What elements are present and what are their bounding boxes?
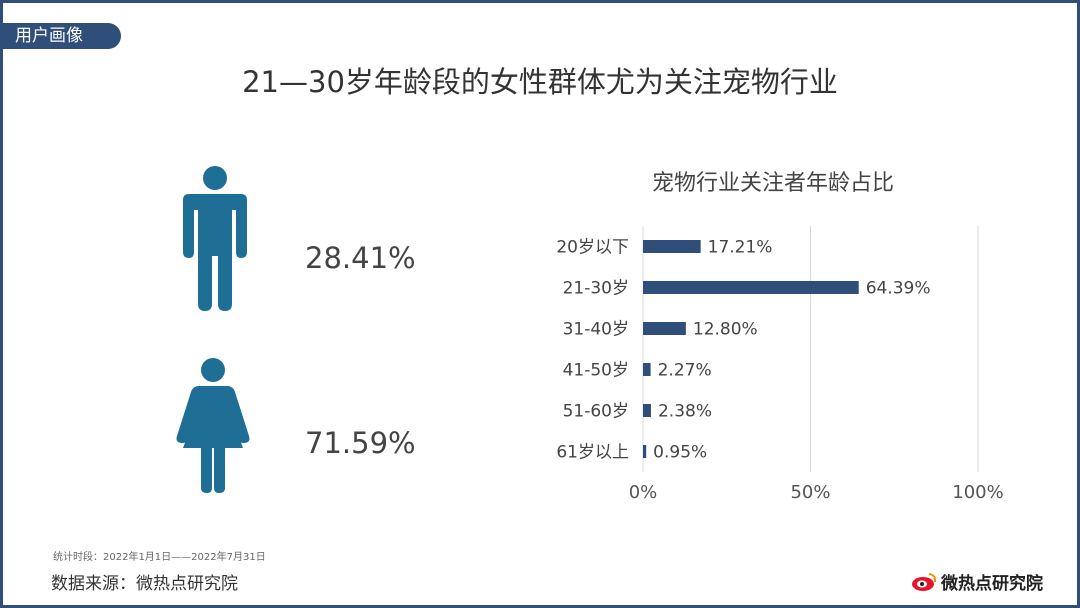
male-percent: 28.41% — [305, 241, 416, 275]
value-label: 17.21% — [708, 238, 773, 258]
category-label: 41-50岁 — [563, 361, 629, 381]
value-label: 64.39% — [866, 279, 931, 299]
value-label: 2.38% — [658, 402, 712, 422]
female-icon — [176, 358, 250, 493]
x-tick-label: 0% — [629, 482, 658, 503]
value-label: 2.27% — [658, 361, 712, 381]
category-label: 51-60岁 — [563, 402, 629, 422]
bar — [643, 322, 686, 335]
weibo-eye-icon — [912, 572, 937, 591]
chart-title: 宠物行业关注者年龄占比 — [651, 171, 894, 196]
page-title: 21—30岁年龄段的女性群体尤为关注宠物行业 — [242, 65, 838, 99]
stat-period: 统计时段：2022年1月1日——2022年7月31日 — [53, 552, 266, 563]
female-percent: 71.59% — [305, 426, 416, 460]
bar — [643, 363, 651, 376]
bar — [643, 240, 701, 253]
age-bar-chart: 0% 50% 100% 20岁以下 17.21% 21-30岁 64.39% 31-40岁 12… — [556, 226, 1004, 503]
bar — [643, 281, 859, 294]
category-label: 31-40岁 — [563, 320, 629, 340]
data-source: 数据来源：微热点研究院 — [51, 574, 238, 594]
category-label: 61岁以上 — [556, 443, 629, 463]
value-label: 12.80% — [693, 320, 758, 340]
male-icon — [183, 166, 247, 311]
bar — [643, 404, 651, 417]
x-tick-label: 100% — [952, 482, 1003, 503]
x-tick-label: 50% — [790, 482, 830, 503]
category-label: 21-30岁 — [563, 279, 629, 299]
category-label: 20岁以下 — [556, 238, 629, 258]
bar — [643, 445, 647, 458]
brand-logo: 微热点研究院 — [911, 569, 1043, 594]
section-tag: 用户画像 — [3, 23, 121, 49]
value-label: 0.95% — [653, 443, 707, 463]
brand-name: 微热点研究院 — [941, 574, 1043, 594]
